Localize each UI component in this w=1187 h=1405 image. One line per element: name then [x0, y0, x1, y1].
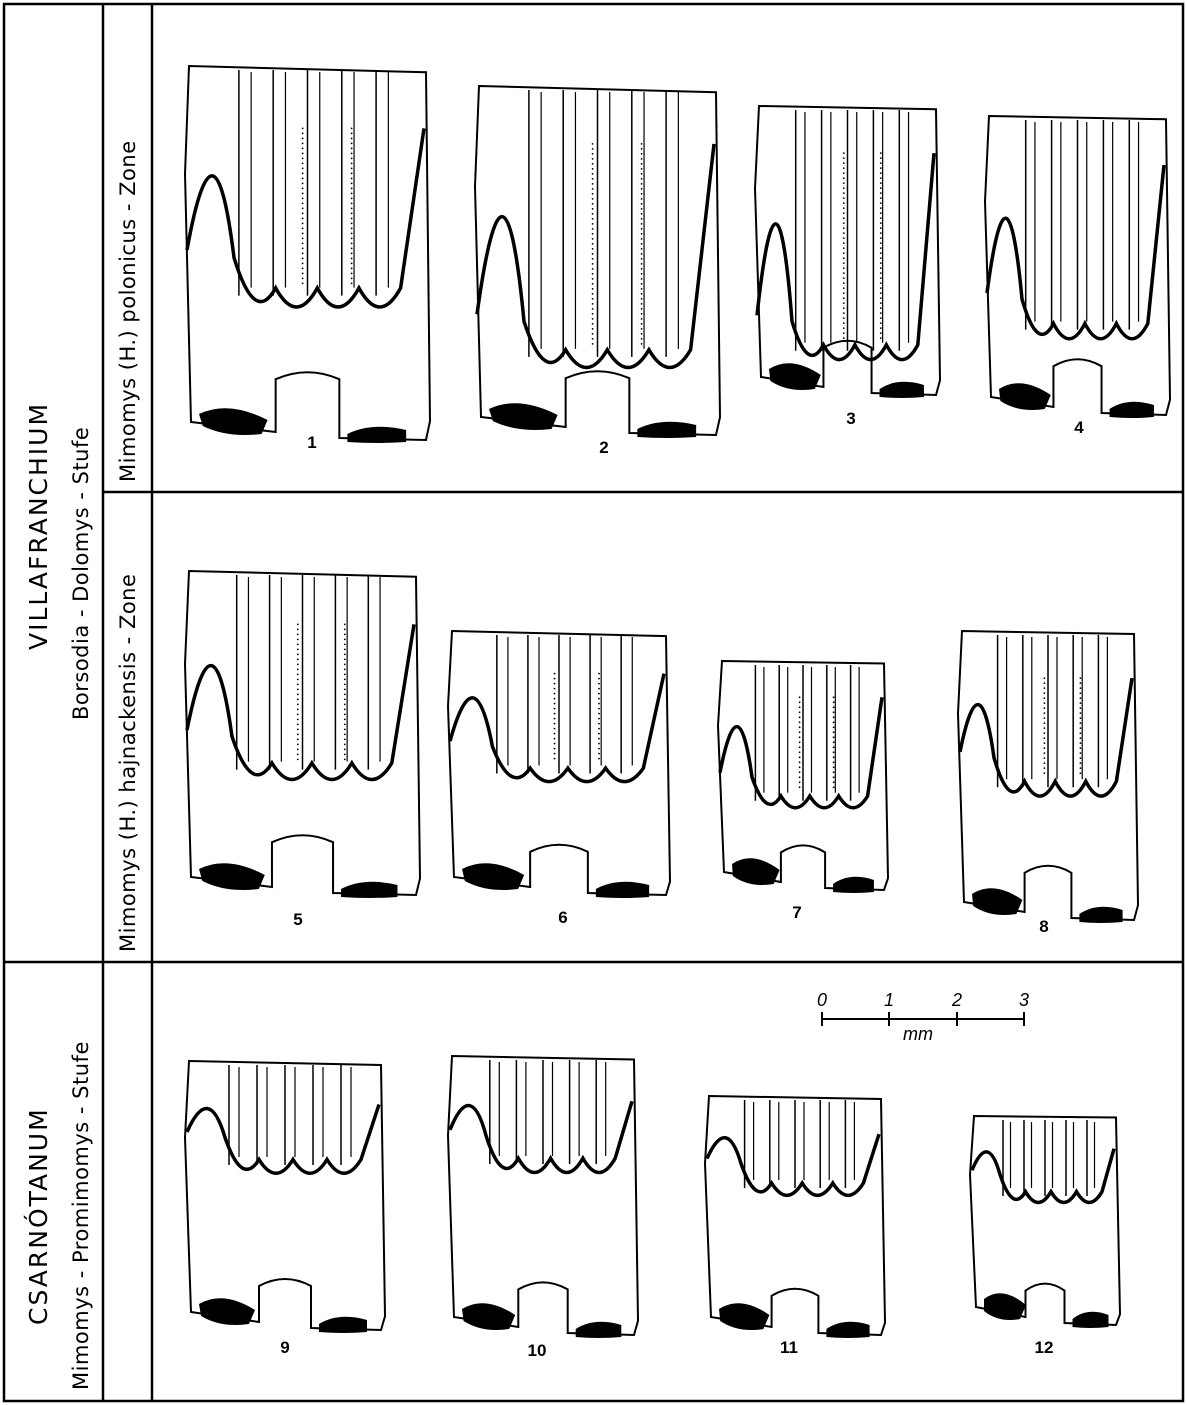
specimen-number: 1 [307, 433, 317, 452]
specimen-number: 5 [293, 910, 303, 929]
specimen-number: 12 [1034, 1338, 1054, 1357]
specimen-number: 9 [280, 1338, 290, 1357]
stufe-label-mimomys-promimomys: Mimomys - Promimomys - Stufe [69, 1041, 93, 1390]
specimen-number: 10 [527, 1341, 547, 1360]
scale-tick-label: 2 [951, 990, 963, 1010]
tooth-drawing-11 [703, 1094, 887, 1338]
zone-label-polonicus: Mimomys (H.) polonicus - Zone [116, 140, 140, 482]
tooth-drawing-4 [983, 114, 1172, 418]
zone-label-hajnackensis: Mimomys (H.) hajnackensis - Zone [116, 573, 140, 952]
tooth-drawing-1 [183, 64, 432, 443]
specimen-number: 6 [558, 908, 568, 927]
stage-label-villafranchium: VILLAFRANCHIUM [24, 401, 53, 650]
tooth-drawing-9 [183, 1059, 387, 1333]
scale-tick-label: 0 [816, 990, 828, 1010]
specimen-number: 11 [780, 1338, 798, 1357]
specimen-number: 8 [1039, 917, 1049, 936]
tooth-drawing-10 [446, 1054, 640, 1338]
specimen-number: 3 [846, 409, 856, 428]
tooth-drawing-6 [446, 629, 672, 898]
tooth-drawing-2 [473, 84, 722, 438]
scale-tick-label: 1 [883, 990, 895, 1010]
specimen-number: 2 [599, 438, 609, 457]
specimen-number: 4 [1074, 418, 1084, 437]
tooth-drawing-8 [956, 629, 1140, 923]
tooth-drawing-12 [968, 1114, 1122, 1328]
stage-label-csarnotanum: CSARNÓTANUM [24, 1107, 53, 1325]
specimen-number: 7 [792, 903, 802, 922]
scale-bar [821, 1012, 1025, 1026]
tooth-drawing-5 [183, 569, 422, 898]
scale-tick-label: 3 [1018, 990, 1030, 1010]
tooth-drawing-3 [753, 104, 942, 398]
tooth-drawing-7 [716, 659, 890, 893]
stufe-label-borsodia-dolomys: Borsodia - Dolomys - Stufe [69, 426, 93, 720]
scale-unit-label: mm [903, 1024, 933, 1044]
